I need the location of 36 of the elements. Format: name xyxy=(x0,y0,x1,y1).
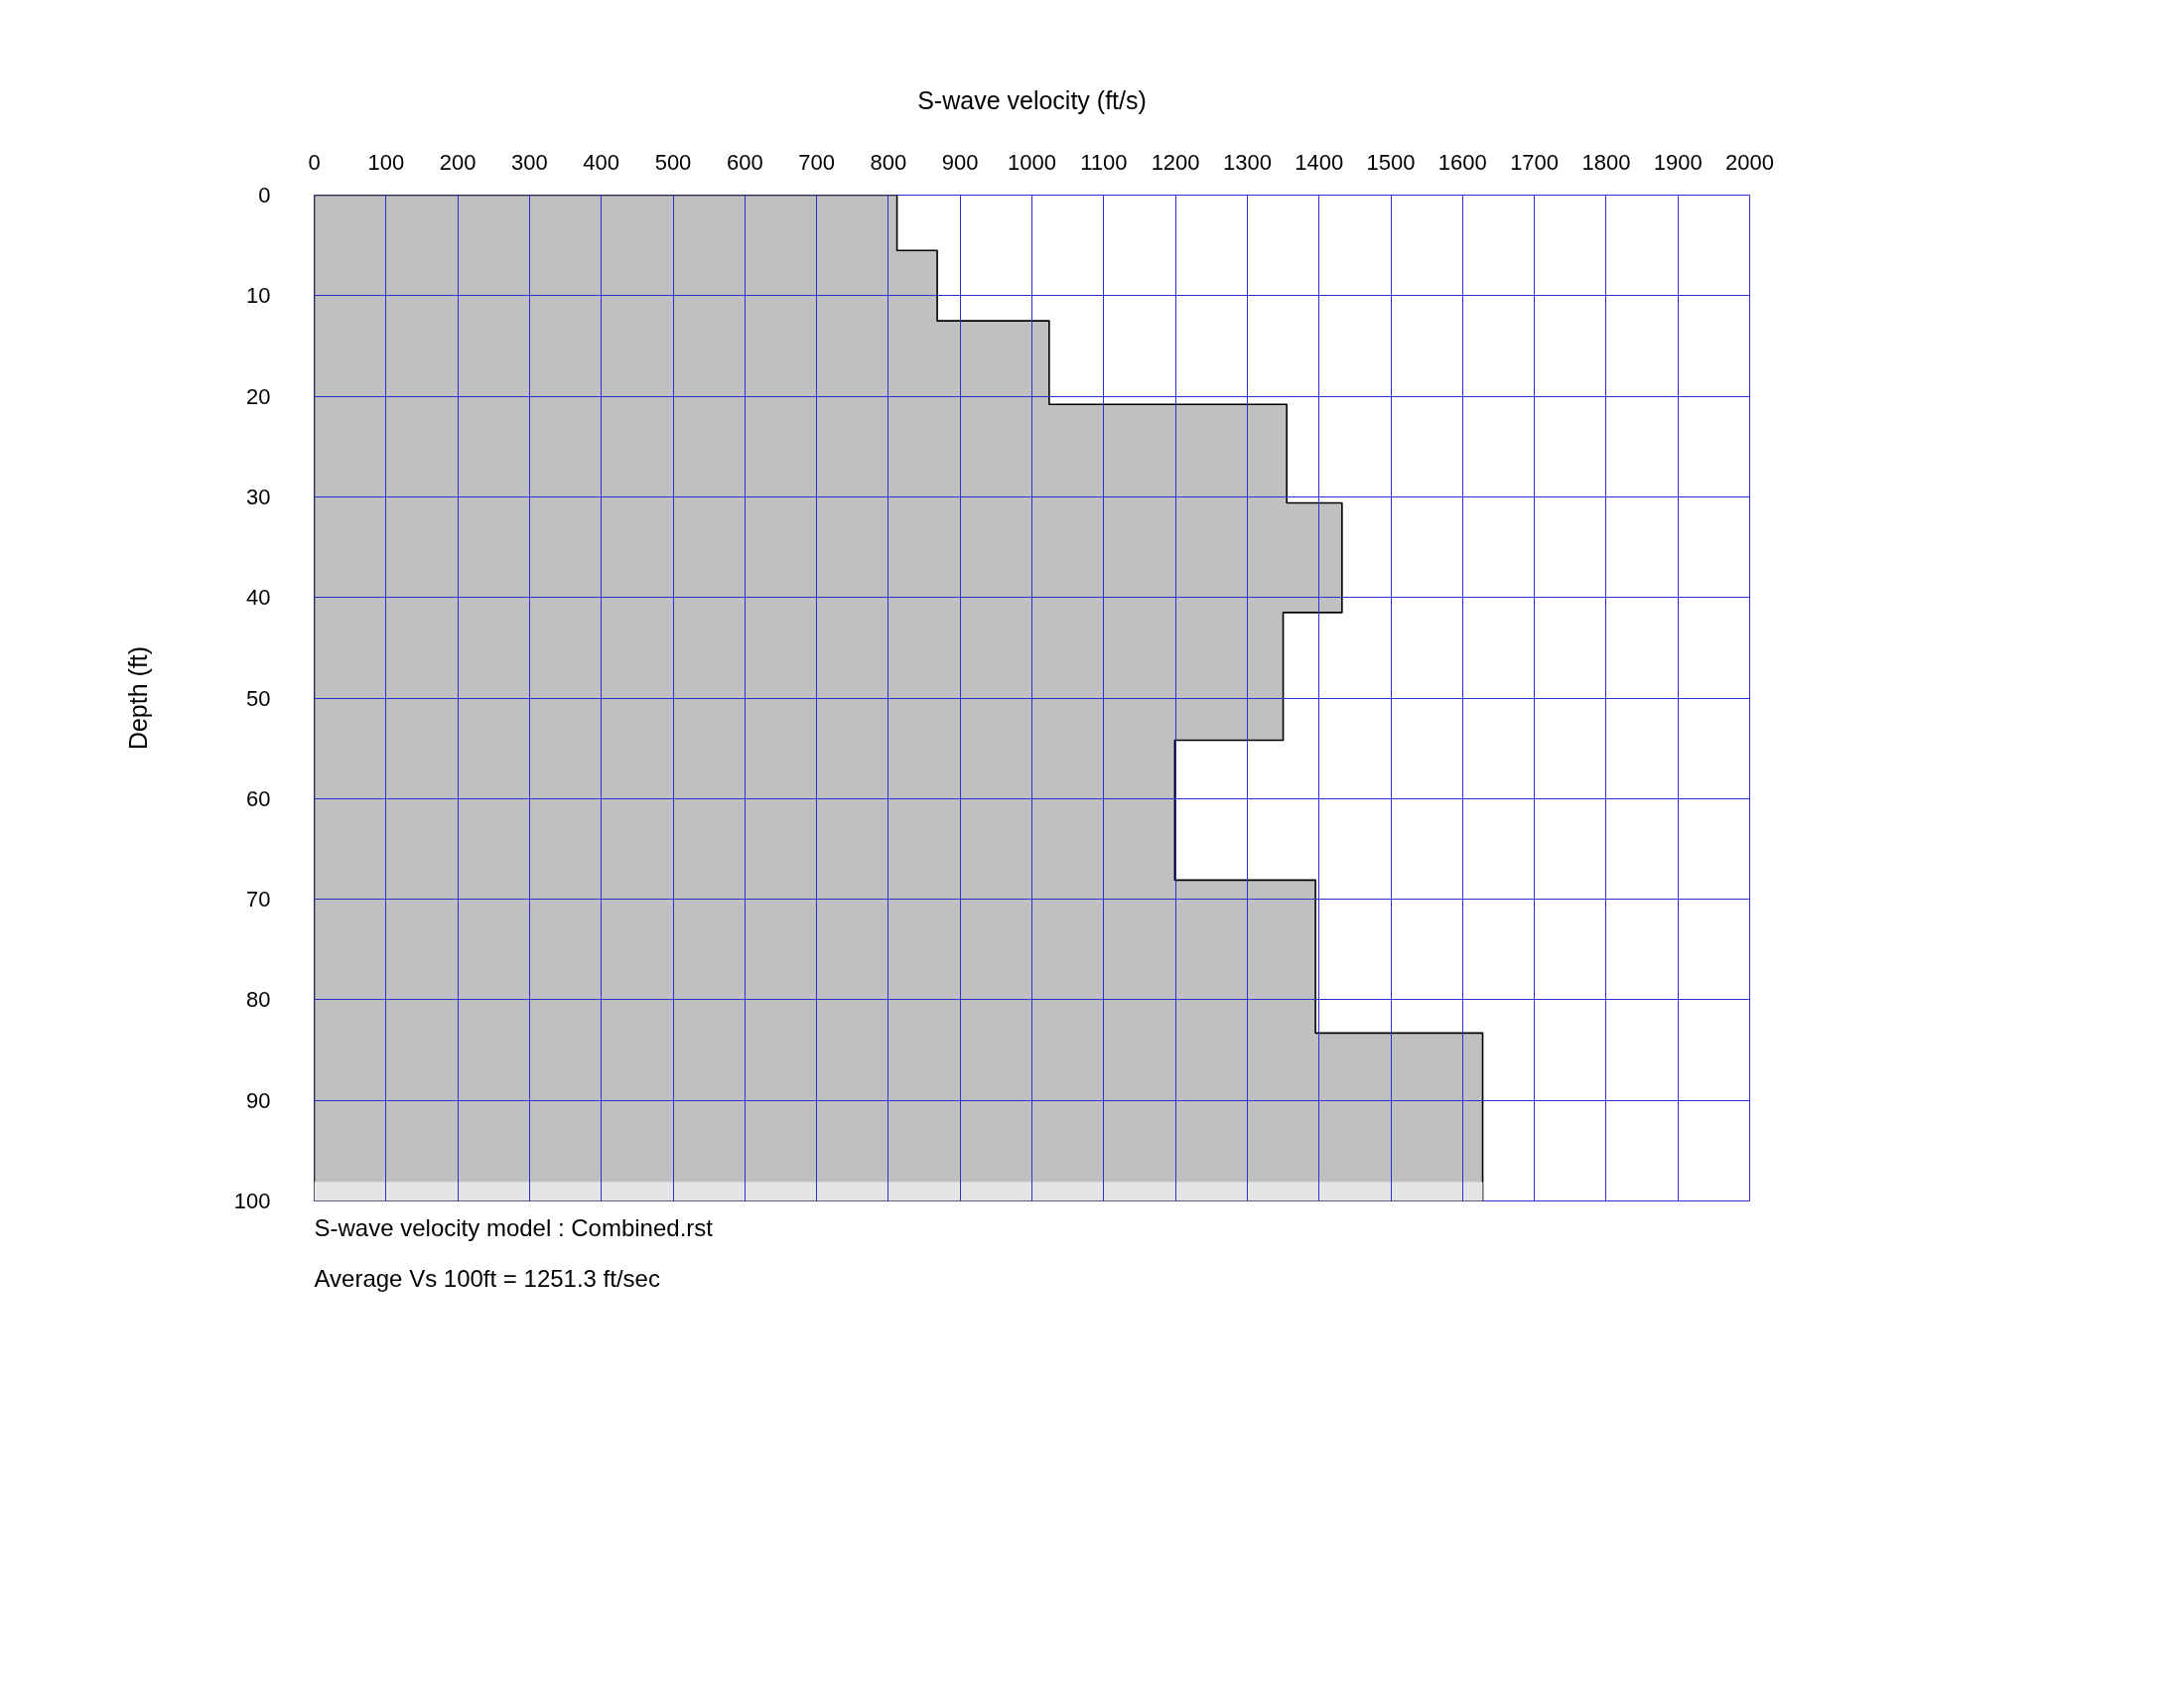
text: S-wave velocity model : Combined.rst xyxy=(314,1213,714,1241)
x-axis-title: S-wave velocity (ft/s) xyxy=(917,85,1147,114)
x-tick-label: 1200 xyxy=(1151,149,1200,175)
y-tick-label: 20 xyxy=(246,383,271,409)
y-tick-label: 10 xyxy=(246,283,271,309)
x-tick-label: 1700 xyxy=(1510,149,1560,175)
x-tick-label: 1100 xyxy=(1080,149,1128,175)
y-tick-label: 40 xyxy=(246,585,271,611)
x-tick-label: 1500 xyxy=(1366,149,1416,175)
x-tick-label: 100 xyxy=(367,149,405,175)
x-tick-label: 900 xyxy=(941,149,979,175)
x-tick-label: 0 xyxy=(308,149,321,175)
x-tick-label: 1000 xyxy=(1008,149,1056,175)
x-tick-label: 1300 xyxy=(1222,149,1272,175)
y-tick-label: 0 xyxy=(258,183,271,208)
x-tick-label: 600 xyxy=(726,149,763,175)
x-tick-label: 300 xyxy=(511,149,548,175)
y-tick-label: 50 xyxy=(246,685,271,711)
y-tick-label: 90 xyxy=(246,1087,271,1113)
y-axis-title: Depth (ft) xyxy=(123,645,152,751)
x-tick-label: 2000 xyxy=(1725,149,1774,175)
x-tick-label: 1900 xyxy=(1653,149,1703,175)
x-tick-label: 800 xyxy=(870,149,907,175)
y-tick-label: 30 xyxy=(246,484,271,509)
x-tick-label: 1600 xyxy=(1437,149,1487,175)
x-tick-label: 1800 xyxy=(1581,149,1631,175)
x-tick-label: 200 xyxy=(439,149,477,175)
x-tick-label: 700 xyxy=(798,149,835,175)
text: Average Vs 100ft = 1251.3 ft/sec xyxy=(314,1264,660,1292)
y-tick-label: 100 xyxy=(233,1189,271,1213)
y-tick-label: 60 xyxy=(246,785,271,811)
y-tick-label: 70 xyxy=(246,887,271,913)
x-tick-label: 400 xyxy=(583,149,620,175)
y-tick-label: 80 xyxy=(246,987,271,1013)
x-tick-label: 500 xyxy=(654,149,692,175)
x-tick-label: 1400 xyxy=(1295,149,1344,175)
